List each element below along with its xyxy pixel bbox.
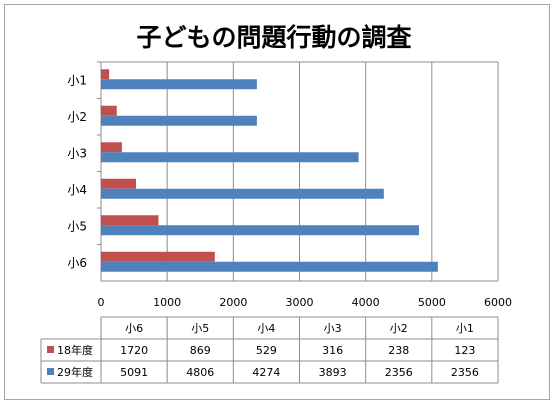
bar [101, 105, 117, 116]
chart-frame: 子どもの問題行動の調査 0 1000 2000 3000 4000 5000 6000 小6 小… [4, 4, 550, 400]
category-label: 小4 [67, 183, 87, 197]
bar [101, 251, 215, 262]
bar [101, 188, 384, 199]
bar [101, 69, 110, 80]
legend-key [47, 346, 54, 353]
category-label: 小6 [67, 256, 87, 270]
category-label: 小5 [67, 219, 87, 233]
axes: 0 1000 2000 3000 4000 5000 6000 小6 小5 小4 小3 小2 小1 [67, 61, 512, 309]
bar [101, 152, 359, 163]
table-header-cell: 小4 [257, 322, 275, 335]
table-value-cell: 869 [190, 344, 211, 357]
table-value-cell: 529 [256, 344, 277, 357]
category-label: 小2 [67, 110, 87, 124]
bar [101, 261, 438, 272]
table-value-cell: 2356 [385, 366, 413, 379]
table-value-cell: 2356 [451, 366, 479, 379]
gridlines [100, 61, 499, 282]
x-tick-label: 5000 [418, 296, 446, 309]
legend-label: 18年度 [57, 343, 93, 357]
bar [101, 225, 419, 236]
bars [101, 69, 438, 272]
legend-label: 29年度 [57, 365, 93, 379]
table-value-cell: 5091 [120, 366, 148, 379]
bar [101, 142, 122, 153]
table-value-cell: 1720 [120, 344, 148, 357]
table-header-cell: 小2 [390, 322, 408, 335]
bar [101, 79, 257, 90]
table-value-cell: 4274 [252, 366, 280, 379]
table-value-cell: 123 [454, 344, 475, 357]
table-header-cell: 小3 [324, 322, 342, 335]
table-header-cell: 小6 [125, 322, 143, 335]
chart-title: 子どもの問題行動の調査 [136, 23, 411, 52]
category-label: 小3 [67, 146, 87, 160]
x-tick-label: 3000 [286, 296, 314, 309]
table-value-cell: 316 [322, 344, 343, 357]
category-label: 小1 [67, 73, 87, 87]
table-value-cell: 238 [388, 344, 409, 357]
table-header-cell: 小5 [191, 322, 209, 335]
bar [101, 215, 159, 226]
x-tick-label: 0 [98, 296, 105, 309]
table-value-cell: 4806 [186, 366, 214, 379]
bar [101, 178, 137, 189]
bar [101, 115, 257, 126]
x-tick-label: 2000 [219, 296, 247, 309]
legend-key [47, 368, 54, 375]
x-tick-label: 1000 [153, 296, 181, 309]
chart-svg: 子どもの問題行動の調査 0 1000 2000 3000 4000 5000 6000小6小… [40, 23, 512, 384]
x-tick-label: 4000 [352, 296, 380, 309]
table-value-cell: 3893 [319, 366, 347, 379]
table-header-cell: 小1 [456, 322, 474, 335]
x-tick-label: 6000 [484, 296, 512, 309]
data-table: 小6 小5 小4 小3 小2 小1 18年度 1720 869 529 316 238 123 29年度 5… [40, 316, 499, 384]
